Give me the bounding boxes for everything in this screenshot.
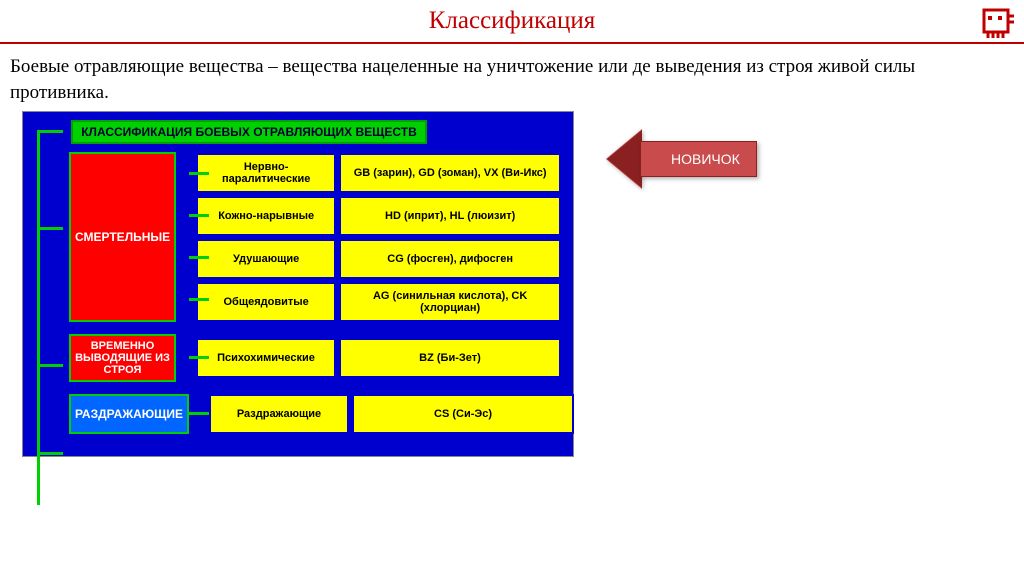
type-blister: Кожно-нарывные — [196, 196, 336, 236]
ex-choking: CG (фосген), дифосген — [339, 239, 561, 279]
logo-icon — [978, 6, 1016, 49]
irr-types: Раздражающие — [209, 394, 349, 434]
irr-line — [189, 412, 209, 415]
ex-nerve: GB (зарин), GD (зоман), VX (Ви-Икс) — [339, 153, 561, 193]
classification-diagram: КЛАССИФИКАЦИЯ БОЕВЫХ ОТРАВЛЯЮЩИХ ВЕЩЕСТВ… — [22, 111, 574, 457]
ex-irritant: CS (Си-Эс) — [352, 394, 574, 434]
group-temporary: ВРЕМЕННО ВЫВОДЯЩИЕ ИЗ СТРОЯ Психохимичес… — [31, 334, 561, 382]
type-psycho: Психохимические — [196, 338, 336, 378]
deadly-types: Нервно-паралитические Кожно-нарывные Уду… — [196, 153, 336, 322]
page-title: Классификация — [429, 7, 596, 35]
tree-branch-3 — [37, 452, 63, 455]
arrow-head-icon — [606, 129, 642, 189]
ex-blood: AG (синильная кислота), CK (хлорциан) — [339, 282, 561, 322]
group-label-irr: РАЗДРАЖАЮЩИЕ — [69, 394, 189, 434]
temp-line — [189, 356, 209, 359]
tree-branch-title — [37, 130, 63, 133]
temp-types: Психохимические — [196, 338, 336, 378]
temp-examples: BZ (Би-Зет) — [339, 338, 561, 378]
type-blood: Общеядовитые — [196, 282, 336, 322]
deadly-examples: GB (зарин), GD (зоман), VX (Ви-Икс) HD (… — [339, 153, 561, 322]
ex-blister: HD (иприт), HL (люизит) — [339, 196, 561, 236]
diagram-title: КЛАССИФИКАЦИЯ БОЕВЫХ ОТРАВЛЯЮЩИХ ВЕЩЕСТВ — [71, 120, 427, 144]
group-deadly: СМЕРТЕЛЬНЫЕ Нервно-паралитические Кожно-… — [31, 152, 561, 322]
group-irritant: РАЗДРАЖАЮЩИЕ Раздражающие CS (Си-Эс) — [31, 394, 561, 434]
arrow-label: НОВИЧОК — [640, 141, 757, 177]
description-text: Боевые отравляющие вещества – вещества н… — [0, 44, 1024, 111]
slide-header: Классификация — [0, 0, 1024, 42]
type-nerve: Нервно-паралитические — [196, 153, 336, 193]
main-content: КЛАССИФИКАЦИЯ БОЕВЫХ ОТРАВЛЯЮЩИХ ВЕЩЕСТВ… — [0, 111, 1024, 457]
group-label-deadly: СМЕРТЕЛЬНЫЕ — [69, 152, 176, 322]
type-choking: Удушающие — [196, 239, 336, 279]
ex-psycho: BZ (Би-Зет) — [339, 338, 561, 378]
type-irritant: Раздражающие — [209, 394, 349, 434]
irr-examples: CS (Си-Эс) — [352, 394, 574, 434]
group-label-temp: ВРЕМЕННО ВЫВОДЯЩИЕ ИЗ СТРОЯ — [69, 334, 176, 382]
callout-arrow: НОВИЧОК — [640, 141, 757, 177]
